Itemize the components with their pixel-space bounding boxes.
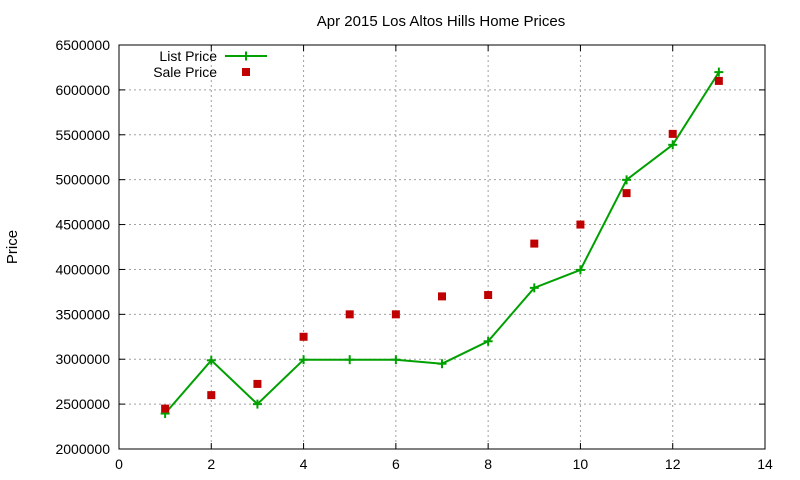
list-price-point [668, 140, 678, 150]
sale-price-point [253, 379, 262, 388]
legend-label-sale-price: Sale Price [153, 64, 217, 80]
x-tick-label: 10 [573, 456, 589, 472]
y-tick-label: 2500000 [55, 396, 110, 412]
list-price-point [575, 265, 585, 275]
list-price-point [529, 283, 539, 293]
list-price-point [437, 359, 447, 369]
sale-price-point [622, 189, 631, 198]
list-price-point [345, 355, 355, 365]
list-price-point [252, 399, 262, 409]
sale-price-point [207, 391, 216, 400]
x-tick-label: 2 [207, 456, 215, 472]
grid-lines [119, 45, 765, 449]
legend-label-list-price: List Price [159, 48, 217, 64]
sale-price-point [299, 332, 308, 341]
list-price-point [391, 355, 401, 365]
series-group [160, 67, 724, 419]
y-tick-label: 6000000 [55, 82, 110, 98]
y-tick-label: 3000000 [55, 351, 110, 367]
legend-marker-list-price [241, 51, 251, 61]
y-tick-label: 6500000 [55, 37, 110, 53]
plot-frame [118, 44, 766, 450]
sale-price-point [714, 76, 723, 85]
list-price-point [483, 336, 493, 346]
sale-price-point [576, 220, 585, 229]
x-tick-label: 0 [115, 456, 123, 472]
legend-marker-sale-price [242, 68, 250, 76]
sale-price-point [530, 239, 539, 248]
x-tick-label: 8 [484, 456, 492, 472]
sale-price-point [668, 129, 677, 138]
y-tick-label: 4500000 [55, 217, 110, 233]
list-price-point [714, 67, 724, 77]
sale-price-point [484, 291, 493, 300]
sale-price-point [391, 310, 400, 319]
sale-price-point [438, 292, 446, 301]
axis-ticks: 2000000250000030000003500000400000045000… [55, 37, 773, 472]
list-price-point [206, 355, 216, 365]
sale-price-point [345, 310, 354, 319]
x-tick-label: 4 [300, 456, 308, 472]
list-price-point [622, 175, 632, 185]
x-tick-label: 14 [757, 456, 773, 472]
chart-title: Apr 2015 Los Altos Hills Home Prices [317, 13, 565, 30]
y-tick-label: 5000000 [55, 172, 110, 188]
x-tick-label: 12 [665, 456, 681, 472]
list-price-point [299, 355, 309, 365]
y-tick-label: 2000000 [55, 441, 110, 457]
y-tick-label: 3500000 [55, 306, 110, 322]
y-axis-label: Price [4, 230, 21, 264]
y-tick-label: 4000000 [55, 261, 110, 277]
sale-price-point [161, 404, 170, 413]
y-tick-label: 5500000 [55, 127, 110, 143]
x-tick-label: 6 [392, 456, 400, 472]
